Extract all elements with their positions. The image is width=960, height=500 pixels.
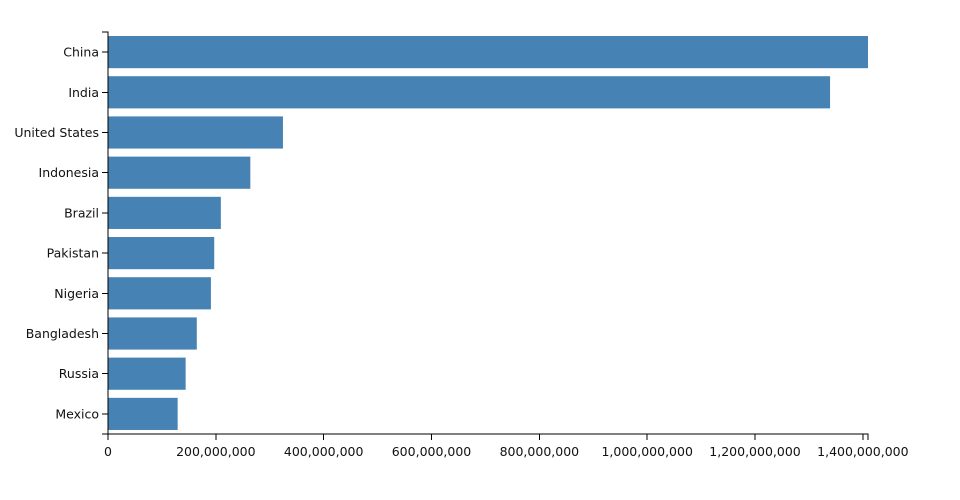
- y-tick-label: Indonesia: [39, 165, 99, 180]
- x-tick-label: 1,000,000,000: [601, 444, 692, 459]
- y-tick-label: Nigeria: [54, 286, 99, 301]
- x-axis: 0 200,000,000 400,000,000 600,000,000 800,00…: [104, 433, 909, 459]
- bar-pakistan: [108, 237, 215, 270]
- x-tick-label: 0: [104, 444, 112, 459]
- bar-indonesia: [108, 156, 251, 189]
- bar-china: [108, 36, 868, 69]
- y-tick-label: Brazil: [64, 205, 99, 220]
- x-axis-line: [107, 433, 869, 440]
- x-tick-label: 600,000,000: [392, 444, 472, 459]
- bar-nigeria: [108, 277, 211, 310]
- x-tick-label: 400,000,000: [284, 444, 364, 459]
- y-tick-label: United States: [14, 125, 99, 140]
- x-tick-label: 800,000,000: [500, 444, 580, 459]
- y-axis-line: [102, 31, 109, 435]
- bar-united-states: [108, 116, 283, 149]
- y-tick-label: Bangladesh: [26, 326, 99, 341]
- x-tick-label: 200,000,000: [176, 444, 256, 459]
- y-tick-label: Russia: [59, 366, 99, 381]
- x-tick-label: 1,200,000,000: [709, 444, 800, 459]
- y-axis: China India United States Indonesia Brazil Pa…: [14, 31, 109, 435]
- y-tick-label: Pakistan: [47, 246, 99, 261]
- y-tick-label: India: [68, 85, 99, 100]
- bar-mexico: [108, 397, 178, 430]
- y-tick-label: China: [63, 45, 99, 60]
- bar-india: [108, 76, 831, 109]
- y-tick-label: Mexico: [55, 406, 99, 421]
- bar-russia: [108, 357, 186, 390]
- x-tick-label: 1,400,000,000: [817, 444, 908, 459]
- bar-brazil: [108, 196, 221, 229]
- bar-bangladesh: [108, 317, 197, 350]
- bars-group: [108, 36, 868, 430]
